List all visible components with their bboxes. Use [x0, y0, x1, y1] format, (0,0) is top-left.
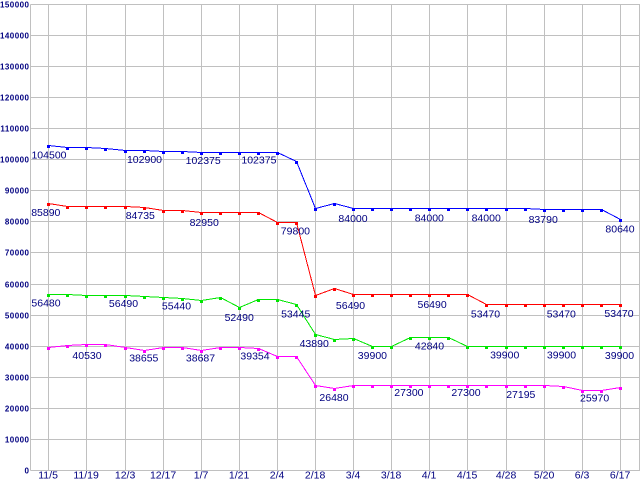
- svg-text:2/18: 2/18: [305, 469, 326, 480]
- svg-text:82950: 82950: [190, 217, 219, 229]
- svg-text:84000: 84000: [338, 213, 367, 225]
- svg-text:43890: 43890: [300, 338, 329, 350]
- svg-text:25970: 25970: [580, 393, 609, 405]
- svg-text:102375: 102375: [241, 155, 276, 167]
- svg-text:80000: 80000: [5, 217, 30, 226]
- svg-text:56490: 56490: [417, 299, 446, 311]
- svg-text:120000: 120000: [0, 93, 29, 102]
- svg-text:84000: 84000: [472, 213, 501, 225]
- svg-text:53470: 53470: [604, 308, 633, 320]
- svg-text:100000: 100000: [0, 155, 29, 164]
- svg-text:80640: 80640: [605, 224, 634, 236]
- svg-text:60000: 60000: [5, 280, 30, 289]
- svg-text:27195: 27195: [506, 389, 535, 401]
- svg-text:150000: 150000: [0, 0, 29, 9]
- svg-text:11/5: 11/5: [38, 469, 58, 480]
- svg-text:50000: 50000: [5, 311, 30, 320]
- svg-text:40530: 40530: [72, 350, 101, 362]
- svg-text:83790: 83790: [529, 214, 558, 226]
- svg-text:2/4: 2/4: [270, 469, 285, 480]
- svg-text:12/17: 12/17: [150, 469, 176, 480]
- svg-text:53445: 53445: [281, 308, 310, 320]
- svg-text:55440: 55440: [162, 301, 191, 313]
- svg-text:27300: 27300: [451, 387, 480, 399]
- svg-text:38687: 38687: [186, 353, 215, 365]
- svg-text:39900: 39900: [358, 350, 387, 362]
- svg-text:3/18: 3/18: [381, 469, 402, 480]
- svg-text:104500: 104500: [31, 149, 66, 161]
- svg-text:85890: 85890: [31, 207, 60, 219]
- svg-text:6/3: 6/3: [575, 469, 590, 480]
- svg-text:84000: 84000: [415, 213, 444, 225]
- svg-text:53470: 53470: [547, 309, 576, 321]
- svg-text:53470: 53470: [471, 309, 500, 321]
- svg-text:12/3: 12/3: [115, 469, 136, 480]
- svg-text:38655: 38655: [129, 353, 158, 365]
- svg-text:4/28: 4/28: [496, 469, 517, 480]
- svg-text:10000: 10000: [5, 435, 30, 444]
- svg-text:6/17: 6/17: [610, 469, 631, 480]
- svg-text:42840: 42840: [415, 340, 444, 352]
- svg-text:140000: 140000: [0, 31, 29, 40]
- svg-text:27300: 27300: [394, 387, 423, 399]
- svg-text:40000: 40000: [5, 342, 30, 351]
- svg-text:39900: 39900: [605, 350, 634, 362]
- svg-text:90000: 90000: [5, 186, 30, 195]
- svg-text:20000: 20000: [5, 404, 30, 413]
- svg-text:39900: 39900: [547, 350, 576, 362]
- svg-text:30000: 30000: [5, 373, 30, 382]
- svg-text:110000: 110000: [0, 124, 29, 133]
- svg-text:4/1: 4/1: [422, 469, 437, 480]
- svg-text:11/19: 11/19: [73, 469, 99, 480]
- svg-text:0: 0: [24, 466, 29, 475]
- svg-text:102375: 102375: [186, 155, 221, 167]
- svg-text:1/21: 1/21: [229, 469, 250, 480]
- svg-text:39354: 39354: [240, 351, 269, 363]
- svg-text:56490: 56490: [109, 298, 138, 310]
- svg-text:26480: 26480: [319, 392, 348, 404]
- svg-text:56490: 56490: [336, 300, 365, 312]
- svg-text:79800: 79800: [281, 226, 310, 238]
- svg-text:130000: 130000: [0, 62, 29, 71]
- svg-text:84735: 84735: [126, 210, 155, 222]
- svg-text:56480: 56480: [31, 298, 60, 310]
- svg-text:4/15: 4/15: [457, 469, 478, 480]
- svg-text:70000: 70000: [5, 248, 30, 257]
- svg-text:52490: 52490: [225, 312, 254, 324]
- svg-text:39900: 39900: [490, 350, 519, 362]
- svg-text:3/4: 3/4: [346, 469, 361, 480]
- svg-text:102900: 102900: [127, 154, 162, 166]
- svg-text:1/7: 1/7: [194, 469, 209, 480]
- svg-text:5/20: 5/20: [534, 469, 555, 480]
